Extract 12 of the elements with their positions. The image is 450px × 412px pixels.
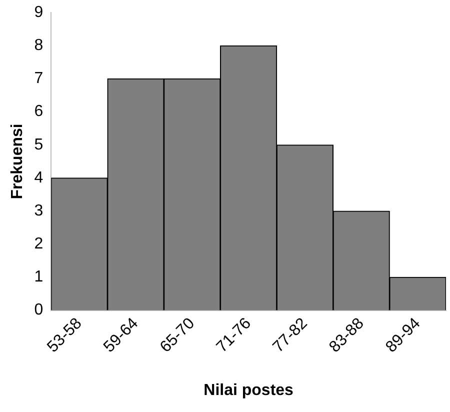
y-tick-label: 9: [34, 4, 44, 22]
y-tick-label: 1: [34, 268, 44, 286]
y-axis-title: Frekuensi: [9, 124, 26, 200]
y-tick-label: 4: [34, 169, 44, 186]
y-tick-label: 5: [34, 136, 44, 154]
y-tick-label: 7: [34, 70, 44, 88]
x-axis-title: Nilai postes: [204, 382, 294, 399]
y-tick-label: 6: [34, 103, 44, 120]
y-tick-label: 2: [34, 236, 44, 253]
y-tick-label: 0: [34, 302, 44, 319]
y-tick-label: 3: [34, 202, 44, 220]
y-tick-label: 8: [34, 37, 44, 54]
